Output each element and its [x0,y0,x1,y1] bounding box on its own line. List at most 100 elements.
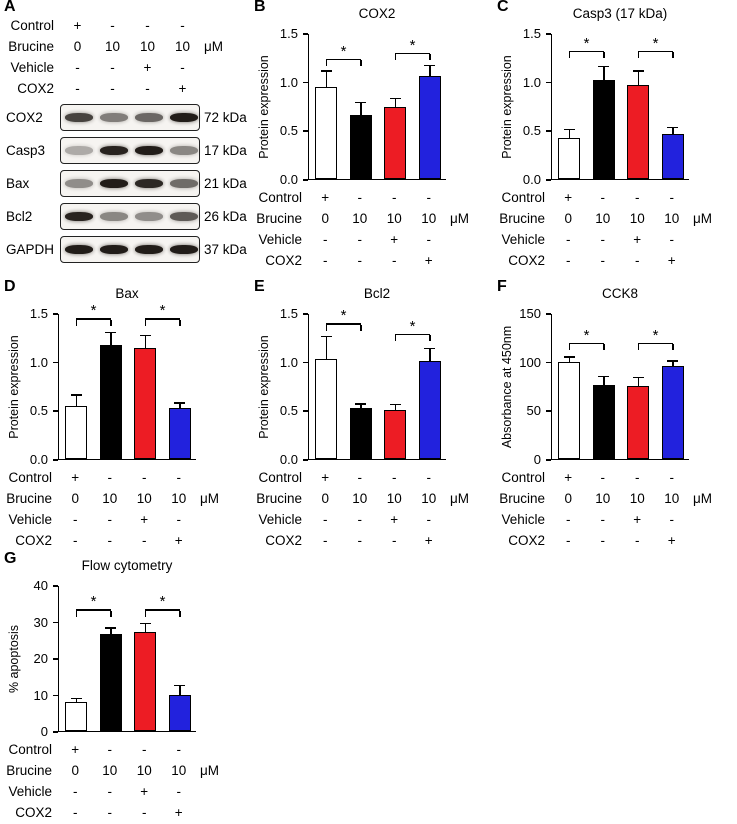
treatment-value: 10 [421,211,437,226]
y-tick-mark [546,33,551,35]
treatment-label: Brucine [6,763,52,778]
error-bar [637,71,639,85]
significance-bracket [145,318,180,320]
chart-title: Bcl2 [363,286,391,301]
treatment-value: + [71,742,80,757]
treatment-label: Control [8,470,52,485]
significance-bracket-end [568,344,570,351]
blot-protein-label: Bcl2 [6,209,33,224]
y-tick-label: 10 [33,687,48,703]
significance-bracket-end [360,324,362,331]
panel-label-F: F [497,278,507,295]
significance-bracket-end [144,610,146,617]
error-bar [144,336,146,349]
treatment-value: - [75,60,80,75]
error-bar [429,349,431,361]
treatment-value: - [75,81,80,96]
treatment-row-vehicle: Vehicle - - + - [0,510,250,530]
panel-E-chart: E Bcl2 Protein expression * * 0.0 0.5 1.0 1.5 Con… [250,278,493,552]
plot-area: * * [308,34,446,180]
treatment-value: + [667,533,676,548]
treatment-value: - [142,805,147,820]
figure-row-1: A Control + - - - Brucine 0 10 10 10 μM Vehicle - - + - C… [0,0,737,280]
treatment-row-control: Control + - - - [493,188,736,208]
y-tick-label: 40 [33,578,48,593]
error-bar [603,67,605,80]
treatment-label: COX2 [15,805,52,820]
treatment-row-control: Control + - - - [0,740,250,760]
significance-bracket-end [144,319,146,326]
panel-label-G: G [4,550,17,567]
treatment-row-control: Control + - - - [250,468,493,488]
treatment-row-control: Control + - - - [0,16,250,36]
error-bar [568,130,570,139]
treatment-row-control: Control + - - - [250,188,493,208]
treatment-value: - [357,190,363,205]
blot-weight-label: 37 kDa [204,242,247,257]
error-bar-cap [667,126,679,129]
treatment-value: + [564,470,573,485]
treatment-label: Brucine [256,211,302,226]
bar-brucine-10-m [349,408,372,459]
y-tick-label: 1.5 [29,306,48,321]
significance-star: * [583,326,590,344]
blot-weight-label: 17 kDa [204,143,247,158]
treatment-value: 10 [664,491,680,506]
error-bar [360,404,362,409]
bar-control [558,138,581,179]
bar-brucine-10-m [592,385,615,459]
treatment-value: - [180,60,185,75]
blot-band [64,245,93,254]
error-bar [179,686,181,696]
treatment-value: + [71,470,80,485]
treatment-value: - [669,512,675,527]
error-bar-cap [667,360,679,362]
error-bar [144,624,146,632]
bar-control [65,406,88,459]
significance-bracket-end [568,52,570,59]
plot-area: * * [551,314,689,460]
error-bar [394,99,396,107]
panel-label-B: B [254,0,266,15]
treatment-row-vehicle: Vehicle - - + - [493,510,736,530]
panel-B-chart: B COX2 Protein expression * * 0.0 0.5 1.0 1.5 Con… [250,0,493,272]
treatment-unit: μM [693,211,713,226]
bar-brucine-10-m-vehicle [134,631,157,731]
treatment-value: - [600,470,606,485]
significance-bracket-end [603,344,605,351]
treatment-value: - [142,533,147,548]
treatment-value: + [174,533,183,548]
y-tick-label: 0.5 [279,403,298,419]
significance-star: * [90,302,97,320]
blot-band [99,245,128,254]
bar-brucine-10-m-vehicle [384,410,407,459]
significance-bracket [145,609,180,611]
treatment-value: - [566,232,571,247]
treatment-value: 10 [595,491,611,506]
significance-bracket [638,342,673,345]
blot-band [64,179,93,188]
significance-bracket [76,318,111,320]
treatment-row-cox2: COX2 - - - + [0,803,250,823]
blot-band [169,146,198,155]
y-tick-mark [303,459,308,461]
treatment-row-brucine: Brucine 0 10 10 10 μM [493,209,736,229]
treatment-value: - [73,512,78,527]
significance-star: * [340,42,347,60]
y-tick-mark [546,81,551,84]
y-tick-label: 1.5 [279,26,298,41]
plot-area: * * [551,34,689,180]
significance-bracket-end [179,610,181,617]
treatment-value: + [390,232,399,247]
y-tick-label: 1.5 [522,26,541,41]
treatment-value: + [174,805,183,820]
treatment-value: - [357,533,363,548]
treatment-value: - [110,18,115,33]
chart-title: COX2 [358,6,396,21]
significance-bracket-end [110,319,112,326]
treatment-value: - [180,18,185,33]
treatment-value: - [600,190,606,205]
significance-bracket-end [394,335,396,342]
bar-brucine-10-m-cox2 [418,360,441,459]
treatment-value: 0 [71,763,79,778]
